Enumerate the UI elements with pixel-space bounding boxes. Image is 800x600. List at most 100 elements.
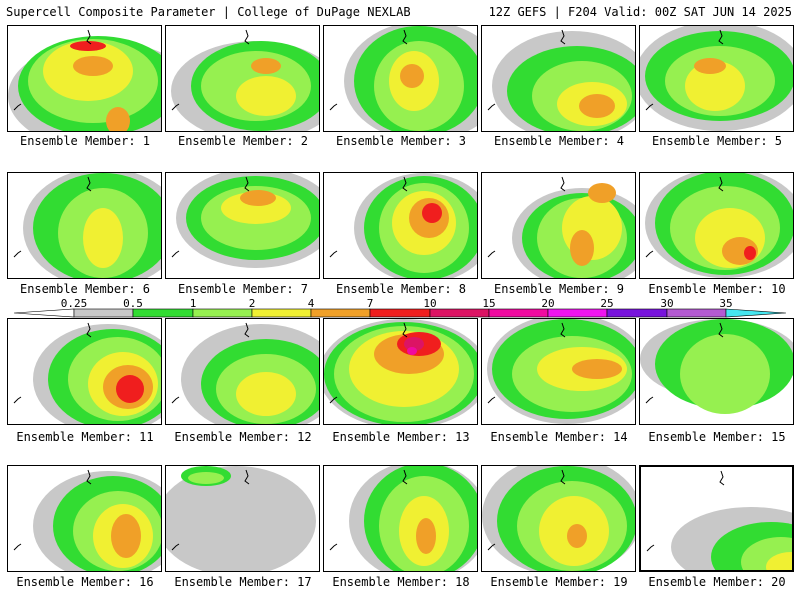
lake-outline [560,469,566,485]
colorbar-swatch [488,308,549,318]
ensemble-member-label: Ensemble Member: 16 [16,575,154,589]
ensemble-map-panel [323,318,478,425]
scp-contour-fill [744,246,756,260]
lake-outline [244,322,250,338]
lake-outline [560,29,566,45]
coast-outline [13,543,22,551]
scp-contour-fill [567,524,587,548]
valid-time: 12Z GEFS | F204 Valid: 00Z SAT JUN 14 20… [488,5,792,19]
scp-contour-fill [251,58,281,74]
colorbar-swatch [73,308,134,318]
scp-contour-fill [588,183,616,203]
ensemble-member-label: Ensemble Member: 9 [493,282,625,296]
scp-contour-fill [70,41,106,51]
scp-contour-map [171,29,319,131]
scp-contour-fill [685,61,745,111]
scp-contour-fill [694,58,726,74]
colorbar-tick-label: 4 [308,297,315,310]
ensemble-map-panel [7,318,162,425]
scp-contour-fill [188,472,224,484]
scp-contour-fill [111,514,141,558]
colorbar-arrow-high [725,308,787,318]
ensemble-map-panel [7,25,162,132]
scp-contour-map [645,173,793,278]
coast-outline [487,396,496,404]
ensemble-map-panel [7,465,162,572]
scp-contour-fill [680,334,770,414]
coast-outline [329,543,338,551]
ensemble-member-label: Ensemble Member: 8 [335,282,467,296]
scp-contour-map [13,469,161,571]
ensemble-member-label: Ensemble Member: 10 [648,282,786,296]
scp-contour-map [8,29,161,131]
scp-contour-fill [404,337,424,351]
ensemble-member-label: Ensemble Member: 20 [648,575,786,589]
ensemble-member-label: Ensemble Member: 2 [177,134,309,148]
ensemble-member-label: Ensemble Member: 13 [332,430,470,444]
coast-outline [646,544,655,552]
ensemble-member-label: Ensemble Member: 6 [19,282,151,296]
scp-contour-fill [236,372,296,416]
lake-outline [244,176,250,192]
ensemble-member-label: Ensemble Member: 14 [490,430,628,444]
scp-contour-map [171,173,319,268]
lake-outline [402,469,408,485]
scp-contour-fill [106,107,130,131]
colorbar-tick-label: 7 [367,297,374,310]
scp-contour-map [487,176,635,278]
colorbar-swatch [192,308,253,318]
colorbar-tick-label: 0.5 [123,297,143,310]
colorbar-swatch [606,308,668,318]
ensemble-map-panel [639,25,794,132]
scp-contour-fill [236,76,296,116]
ensemble-map-panel [7,172,162,279]
lake-outline [560,176,566,192]
scp-contour-fill [570,230,594,266]
lake-outline [244,29,250,45]
colorbar-swatch [310,308,371,318]
coast-outline [645,250,654,258]
colorbar-tick-label: 2 [249,297,256,310]
ensemble-member-label: Ensemble Member: 4 [493,134,625,148]
scp-contour-map [324,319,477,424]
scp-contour-fill [579,94,615,118]
colorbar-swatch [251,308,312,318]
ensemble-map-panel [639,318,794,425]
scp-contour-fill [766,552,792,570]
scp-contour-fill [422,203,442,223]
ensemble-map-panel [323,25,478,132]
scp-contour-map [329,26,477,131]
lake-outline [402,322,408,338]
coast-outline [645,396,654,404]
colorbar-tick-label: 25 [600,297,613,310]
ensemble-member-label: Ensemble Member: 15 [648,430,786,444]
lake-outline [86,322,92,338]
lake-outline [560,322,566,338]
scp-contour-fill [407,347,417,355]
ensemble-map-panel [165,318,320,425]
coast-outline [13,396,22,404]
lake-outline [719,470,725,486]
scp-contour-map [166,466,316,571]
ensemble-member-label: Ensemble Member: 17 [174,575,312,589]
colorbar-swatch [547,308,608,318]
scp-contour-map [13,322,161,424]
ensemble-map-panel [639,465,794,572]
lake-outline [86,469,92,485]
scp-contour-map [171,322,319,424]
ensemble-member-label: Ensemble Member: 11 [16,430,154,444]
scp-contour-map [487,319,635,424]
ensemble-member-label: Ensemble Member: 1 [19,134,151,148]
ensemble-map-panel [481,465,636,572]
coast-outline [171,543,180,551]
colorbar-swatch [132,308,194,318]
colorbar-tick-label: 20 [541,297,554,310]
coast-outline [13,103,22,111]
ensemble-map-panel [639,172,794,279]
coast-outline [487,250,496,258]
coast-outline [171,103,180,111]
ensemble-map-panel [481,318,636,425]
coast-outline [171,396,180,404]
scp-contour-fill [416,518,436,554]
ensemble-map-panel [323,172,478,279]
